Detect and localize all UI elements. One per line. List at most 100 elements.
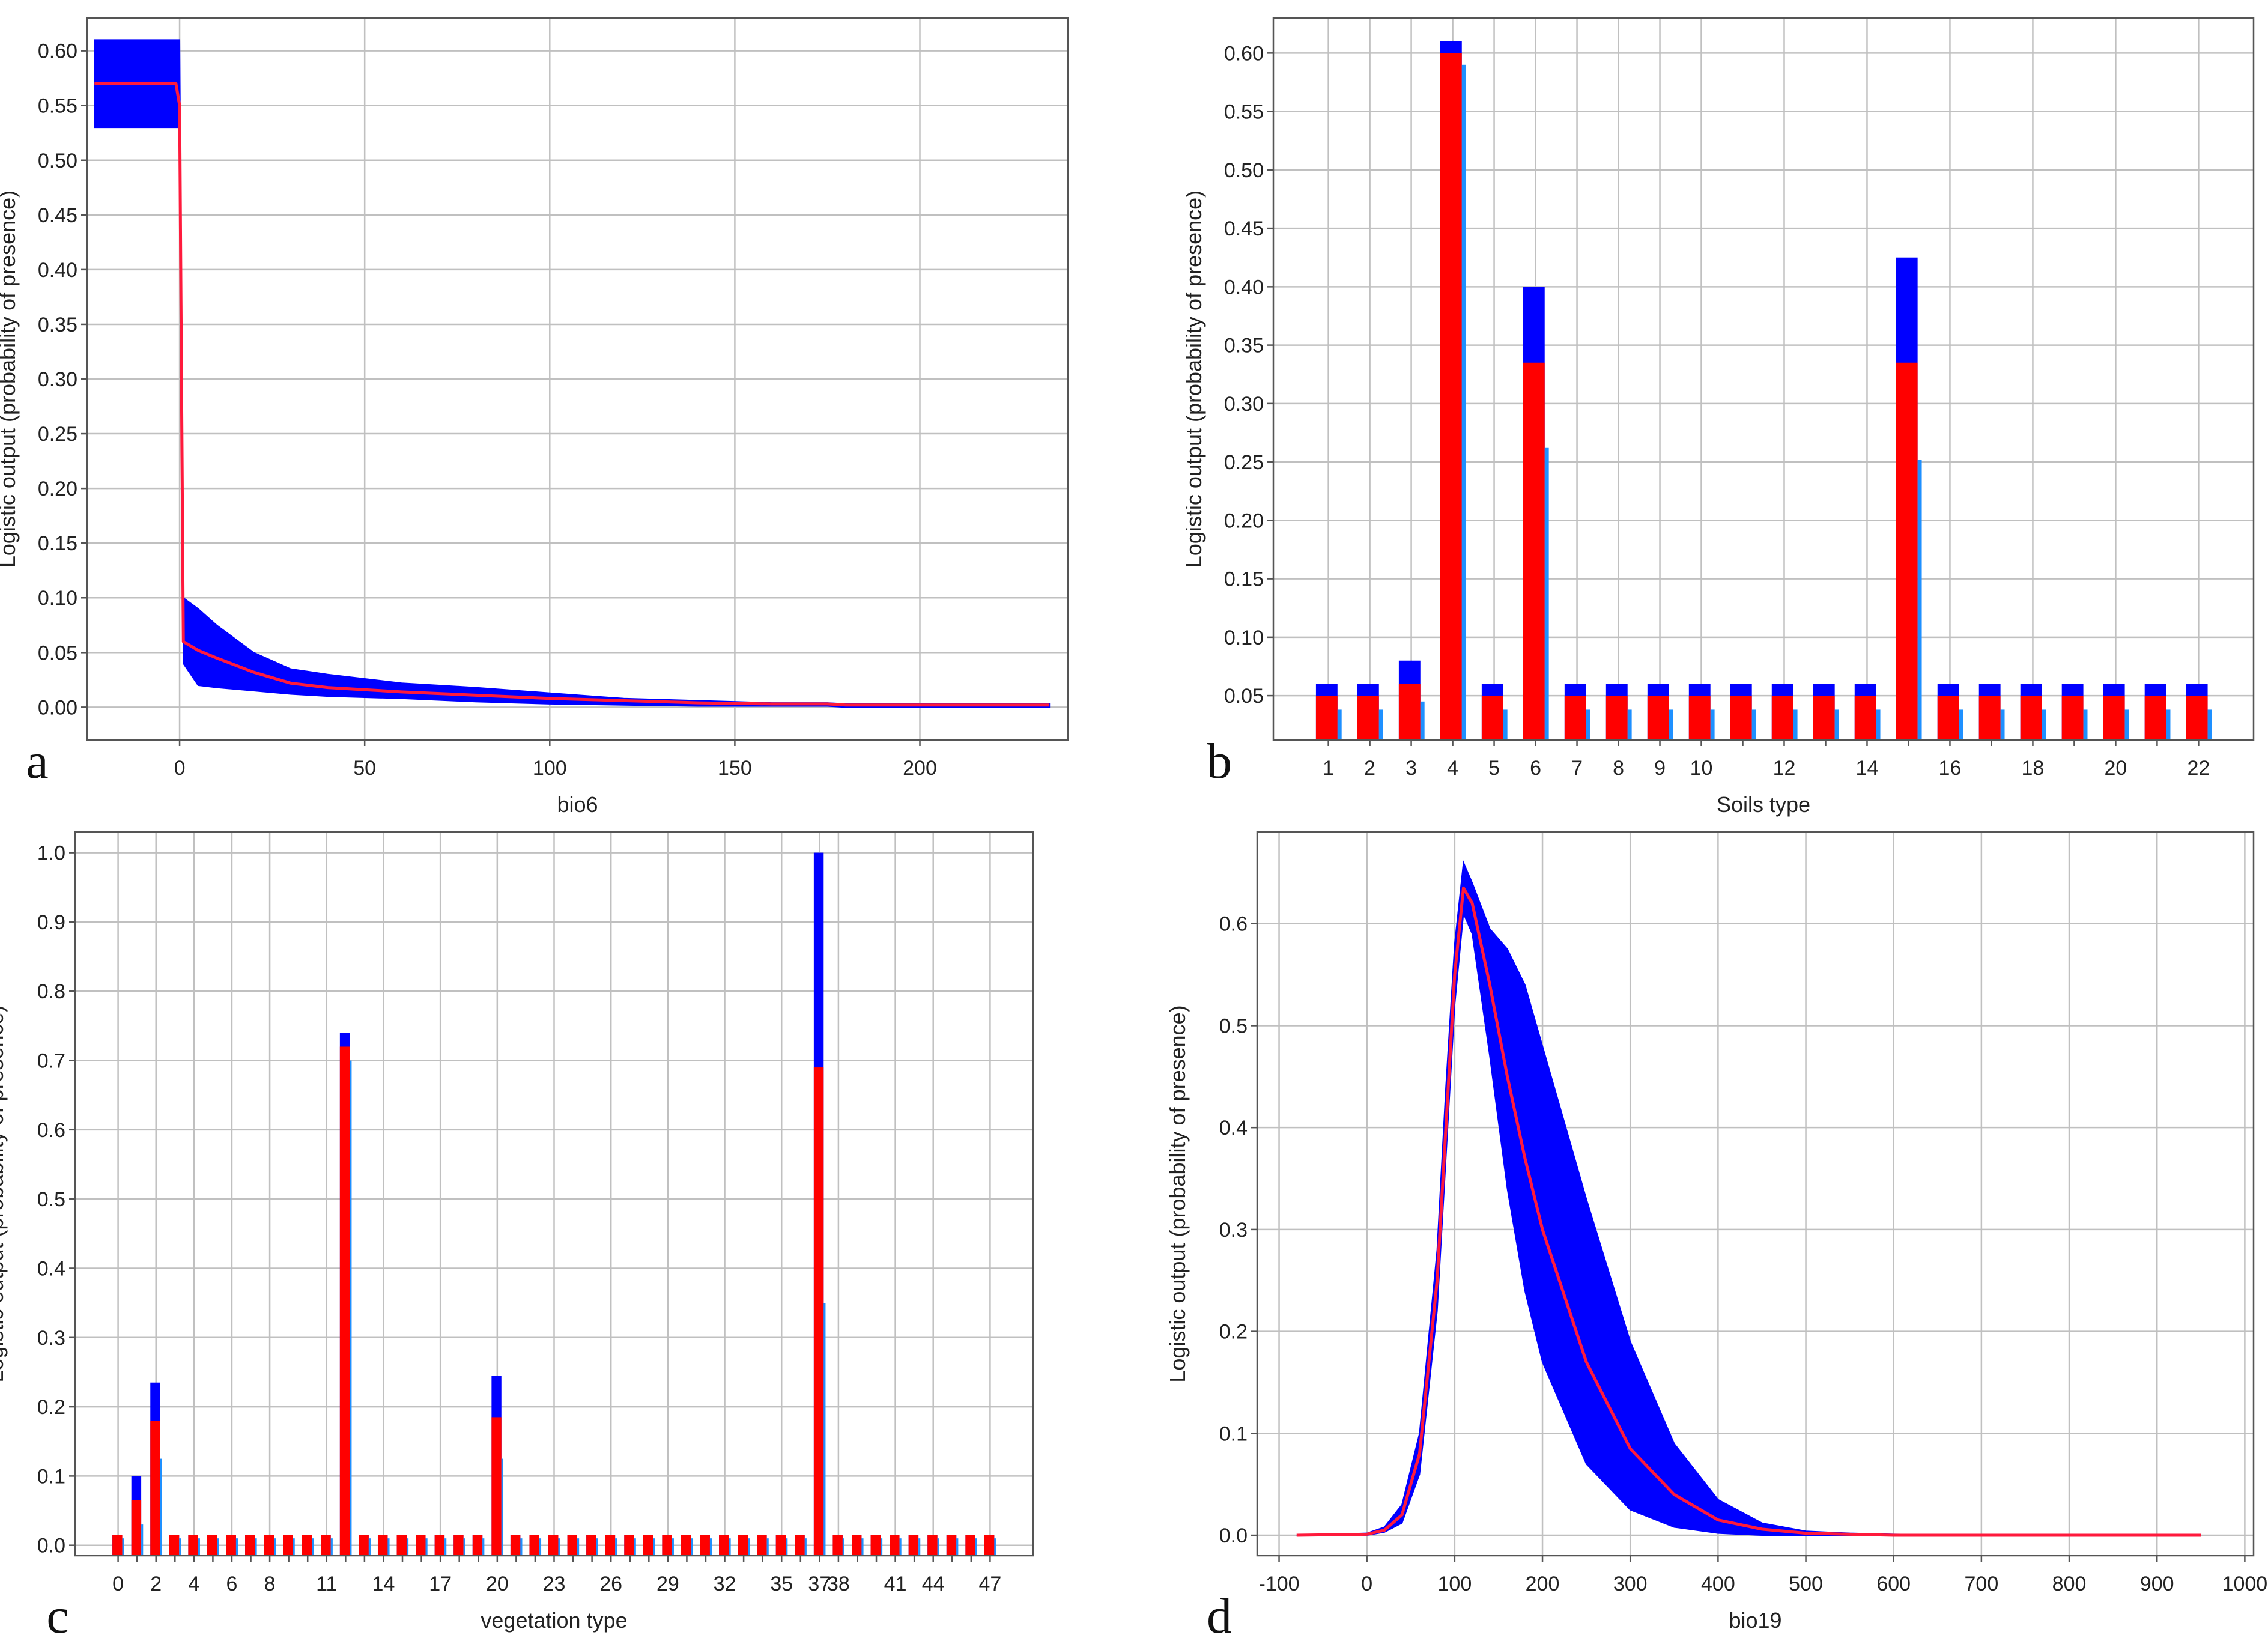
x-tick-label: 12 [1773,757,1796,780]
bar-mean [283,1535,293,1556]
x-tick-label: 38 [827,1573,850,1595]
mean-response-line [1296,886,2201,1537]
bar-mean [188,1535,198,1556]
bar-mean [226,1535,236,1556]
bar-lower [368,1538,371,1556]
y-tick-label: 0.55 [38,95,77,118]
bar-lower [994,1538,996,1556]
y-tick-label: 0.55 [1224,101,1264,124]
x-tick-label: 100 [1438,1573,1472,1595]
bar-mean [643,1535,653,1556]
y-axis-label: Logistic output (probability of presence… [1181,190,1206,568]
y-tick-label: 0.0 [1219,1524,1248,1547]
x-tick-label: -100 [1259,1573,1300,1595]
bar-mean [775,1535,786,1556]
y-tick-label: 0.5 [37,1188,65,1211]
bar-mean [1647,696,1669,740]
x-tick-label: 200 [1526,1573,1560,1595]
bar-lower [235,1538,238,1556]
x-tick-label: 100 [533,757,567,780]
bar-mean [586,1535,596,1556]
bar-lower [1710,709,1715,740]
y-tick-label: 0.20 [38,478,77,500]
x-axis-label: vegetation type [481,1608,627,1633]
y-tick-label: 0.5 [1219,1015,1248,1037]
bar-lower [653,1538,655,1556]
bar-mean [984,1535,995,1556]
x-tick-label: 1000 [2222,1573,2268,1595]
x-tick-label: 0 [112,1573,124,1595]
bar-mean [662,1535,672,1556]
bar-lower [293,1538,295,1556]
x-tick-label: 200 [903,757,937,780]
x-tick-label: 37 [808,1573,831,1595]
y-tick-label: 0.7 [37,1050,65,1073]
bar-mean [339,1046,350,1556]
bar-lower [577,1538,580,1556]
x-tick-label: 23 [543,1573,566,1595]
panel-d-chart: 0.0 0.1 0.2 0.3 0.4 0.5 0.6 Logistic output (pr… [1165,831,2268,1641]
x-tick-label: 26 [599,1573,622,1595]
x-tick-label: 10 [1690,757,1713,780]
y-tick-label: 0.1 [1219,1422,1248,1445]
bar-lower [1959,709,1963,740]
confidence-band [1296,860,2201,1536]
x-tick-label: 18 [2022,757,2045,780]
bar-lower [312,1538,314,1556]
bar-lower [387,1538,390,1556]
bar-mean [927,1535,938,1556]
x-tick-label: 4 [188,1573,199,1595]
bar-lower [539,1538,542,1556]
bar-lower [899,1538,902,1556]
y-tick-label: 0.15 [1224,568,1264,591]
x-tick-label: 300 [1613,1573,1648,1595]
y-tick-label: 0.00 [38,696,77,719]
bar-mean [1315,696,1338,740]
bar-lower [444,1538,447,1556]
bar-lower [615,1538,617,1556]
bar-mean [1854,696,1876,740]
plot-frame [1272,17,2255,741]
bar-mean [112,1535,123,1556]
bar-mean [624,1535,634,1556]
bar-lower [406,1538,409,1556]
x-tick-label: 44 [922,1573,945,1595]
x-axis-label: bio19 [1729,1608,1781,1633]
y-tick-label: 0.4 [37,1257,65,1280]
y-tick-label: 0.50 [38,150,77,172]
bar-lower [1378,709,1383,740]
bar-mean [1688,696,1711,740]
bar-mean [1730,696,1752,740]
bar-lower [2000,709,2005,740]
y-tick-label: 0.30 [1224,393,1264,416]
bar-lower [786,1538,788,1556]
bar-mean [377,1535,388,1556]
bar-lower [1337,709,1342,740]
bar-mean [2103,696,2125,740]
bar-lower [842,1538,845,1556]
bar-mean [321,1535,331,1556]
y-tick-label: 0.45 [38,204,77,227]
bar-mean [946,1535,957,1556]
x-tick-label: 17 [429,1573,452,1595]
x-tick-label: 14 [1856,757,1879,780]
x-tick-label: 41 [884,1573,907,1595]
bar-mean [2020,696,2042,740]
plot-frame [74,831,1034,1557]
bar-lower [217,1538,219,1556]
bar-lower [1876,709,1881,740]
x-tick-label: 4 [1447,757,1458,780]
bar-mean [832,1535,843,1556]
bar-mean [813,1067,824,1556]
x-tick-label: 900 [2140,1573,2174,1595]
bar-lower [823,1303,826,1556]
bar-lower [937,1538,939,1556]
plot-frame [1256,831,2255,1557]
x-tick-label: 800 [2052,1573,2087,1595]
bar-lower [520,1538,523,1556]
bar-lower [482,1538,485,1556]
bar-mean [1357,696,1379,740]
y-tick-label: 0.25 [38,423,77,446]
x-tick-label: 700 [1965,1573,1999,1595]
